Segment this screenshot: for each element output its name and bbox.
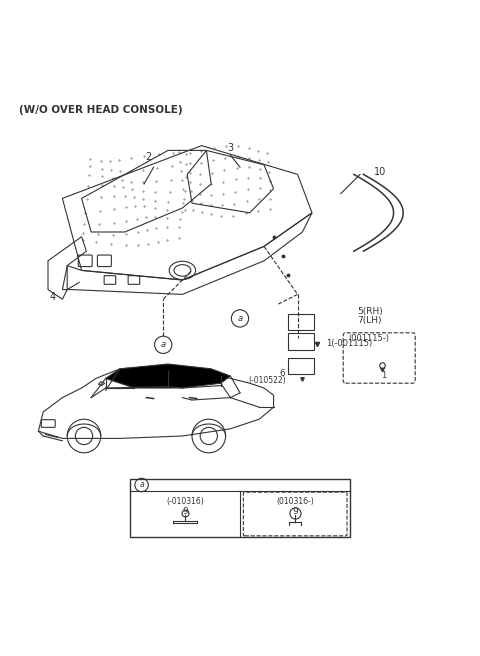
Text: 9: 9 [292, 507, 298, 516]
Text: (001115-): (001115-) [348, 334, 389, 343]
Text: a: a [238, 314, 242, 323]
Text: 4: 4 [50, 292, 56, 302]
Text: 7(LH): 7(LH) [358, 316, 382, 325]
Text: 10: 10 [374, 167, 387, 177]
Text: (W/O OVER HEAD CONSOLE): (W/O OVER HEAD CONSOLE) [19, 105, 183, 115]
Text: 6: 6 [280, 369, 286, 378]
Text: a: a [139, 480, 144, 489]
Polygon shape [106, 364, 230, 388]
Text: 1: 1 [382, 371, 386, 380]
Text: a: a [161, 340, 166, 349]
Text: 2: 2 [145, 152, 152, 163]
Text: 9: 9 [182, 507, 188, 516]
Text: (010316-): (010316-) [276, 497, 314, 506]
Text: (-010316): (-010316) [166, 497, 204, 506]
Text: 5(RH): 5(RH) [358, 307, 384, 316]
Text: 3: 3 [228, 143, 233, 153]
Text: 1(-001115): 1(-001115) [326, 339, 372, 348]
Text: (-010522): (-010522) [248, 377, 286, 385]
